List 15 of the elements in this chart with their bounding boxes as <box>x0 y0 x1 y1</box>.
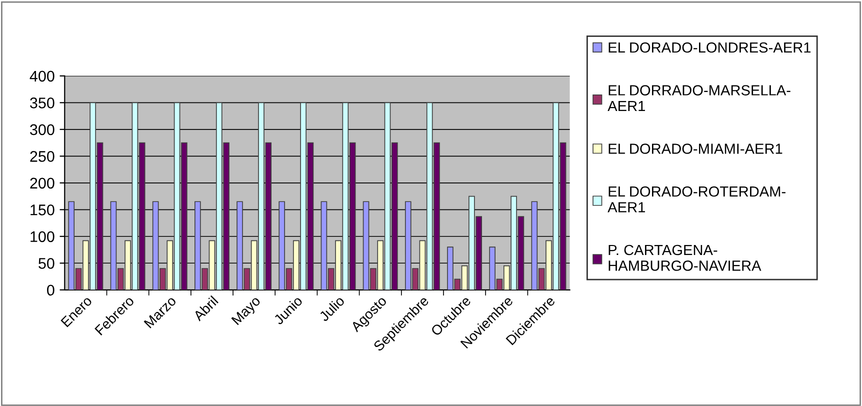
y-tick-label: 300 <box>30 124 54 136</box>
y-tick-label: 150 <box>30 204 54 216</box>
y-tick-label: 200 <box>30 178 54 189</box>
legend-label: EL DORRADO-MARSELLA- AER1 <box>608 85 790 112</box>
x-tick-label: Julio <box>318 295 346 322</box>
y-tick-label: 250 <box>30 151 54 162</box>
y-tick-label: 0 <box>47 284 54 296</box>
legend-label: EL DORADO-ROTERDAM- AER1 <box>608 186 786 212</box>
y-tick-label: 400 <box>30 70 54 82</box>
y-tick-label: 100 <box>30 231 54 242</box>
legend-label: P. CARTAGENA- HAMBURGO-NAVIERA <box>608 244 762 271</box>
y-tick-label: 50 <box>38 258 54 269</box>
y-tick-label: 350 <box>30 98 54 108</box>
legend-label: EL DORADO-LONDRES-AER1 <box>608 42 811 53</box>
legend-label: EL DORADO-MIAMI-AER1 <box>608 144 782 154</box>
